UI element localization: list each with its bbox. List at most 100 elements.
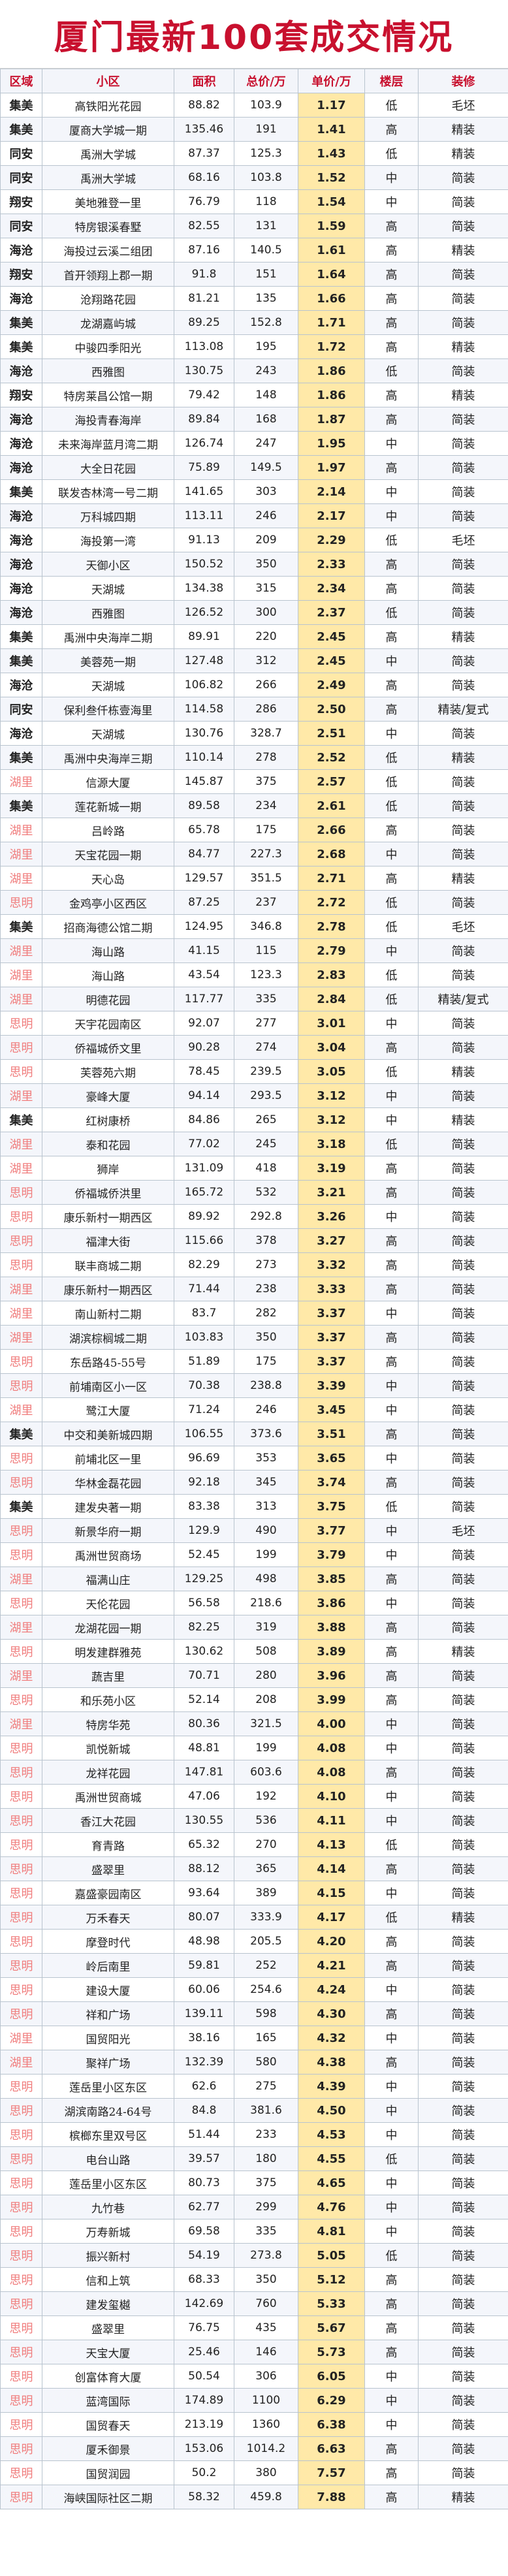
cell-community: 联丰商城二期 (42, 1252, 174, 1277)
cell-community: 建发央著一期 (42, 1494, 174, 1519)
cell-total-price: 373.6 (234, 1422, 298, 1446)
cell-area: 113.08 (174, 334, 234, 359)
cell-total-price: 191 (234, 117, 298, 142)
cell-community: 新景华府一期 (42, 1518, 174, 1543)
cell-district: 海沧 (0, 407, 42, 432)
cell-unit-price: 3.85 (298, 1566, 365, 1591)
cell-unit-price: 1.59 (298, 214, 365, 238)
cell-decoration: 简装 (418, 310, 508, 335)
cell-area: 78.45 (174, 1059, 234, 1084)
cell-decoration: 精装 (418, 745, 508, 770)
cell-total-price: 498 (234, 1566, 298, 1591)
cell-area: 70.71 (174, 1663, 234, 1688)
cell-unit-price: 2.83 (298, 962, 365, 987)
cell-floor: 低 (364, 914, 419, 939)
cell-area: 82.55 (174, 214, 234, 238)
cell-area: 48.81 (174, 1736, 234, 1760)
table-row: 海沧 天湖城 134.38 315 2.34 高简装 (0, 576, 508, 601)
table-row: 湖里 豪峰大厦 94.14 293.5 3.12 中简装 (0, 1083, 508, 1108)
cell-area: 65.78 (174, 818, 234, 842)
cell-floor: 低 (364, 358, 419, 383)
cell-floor: 中 (364, 1784, 419, 1809)
cell-community: 摩登时代 (42, 1929, 174, 1954)
cell-area: 132.39 (174, 2050, 234, 2075)
cell-decoration: 精装 (418, 383, 508, 407)
table-row: 湖里 南山新村二期 83.7 282 3.37 中简装 (0, 1301, 508, 1326)
cell-total-price: 375 (234, 769, 298, 794)
cell-floor: 高 (364, 1929, 419, 1954)
cell-decoration: 简装 (418, 1277, 508, 1301)
cell-decoration: 精装 (418, 1059, 508, 1084)
cell-district: 翔安 (0, 383, 42, 407)
table-row: 湖里 海山路 41.15 115 2.79 中简装 (0, 938, 508, 963)
cell-area: 62.77 (174, 2195, 234, 2219)
cell-floor: 高 (364, 310, 419, 335)
cell-total-price: 103.9 (234, 93, 298, 118)
cell-decoration: 简装 (418, 1808, 508, 1833)
cell-community: 国贸春天 (42, 2412, 174, 2437)
cell-community: 沧翔路花园 (42, 286, 174, 311)
cell-area: 130.62 (174, 1639, 234, 1664)
table-row: 思明 天宝大厦 25.46 146 5.73 高简装 (0, 2340, 508, 2364)
table-row: 思明 岭后南里 59.81 252 4.21 高简装 (0, 1953, 508, 1978)
cell-unit-price: 3.37 (298, 1349, 365, 1374)
table-row: 思明 新景华府一期 129.9 490 3.77 中毛坯 (0, 1518, 508, 1543)
cell-unit-price: 3.65 (298, 1446, 365, 1471)
cell-decoration: 精装 (418, 1639, 508, 1664)
cell-area: 130.55 (174, 1808, 234, 1833)
cell-unit-price: 2.52 (298, 745, 365, 770)
cell-decoration: 简装 (418, 2388, 508, 2413)
cell-decoration: 简装 (418, 1470, 508, 1495)
cell-total-price: 218.6 (234, 1591, 298, 1615)
cell-unit-price: 2.17 (298, 503, 365, 528)
table-row: 湖里 吕岭路 65.78 175 2.66 高简装 (0, 818, 508, 842)
cell-unit-price: 1.43 (298, 141, 365, 166)
table-row: 思明 湖滨南路24-64号 84.8 381.6 4.50 中简装 (0, 2098, 508, 2123)
cell-total-price: 246 (234, 503, 298, 528)
cell-community: 禹洲大学城 (42, 141, 174, 166)
header-floor: 楼层 (364, 69, 419, 93)
cell-floor: 低 (364, 2146, 419, 2171)
cell-community: 厦商大学城一期 (42, 117, 174, 142)
cell-total-price: 293.5 (234, 1083, 298, 1108)
cell-total-price: 306 (234, 2364, 298, 2389)
cell-total-price: 378 (234, 1228, 298, 1253)
cell-floor: 高 (364, 334, 419, 359)
table-row: 思明 电台山路 39.57 180 4.55 低简装 (0, 2146, 508, 2171)
cell-community: 美蓉苑一期 (42, 648, 174, 673)
cell-district: 思明 (0, 2171, 42, 2195)
cell-district: 思明 (0, 1977, 42, 2002)
cell-area: 94.14 (174, 1083, 234, 1108)
cell-district: 湖里 (0, 938, 42, 963)
table-row: 海沧 天湖城 106.82 266 2.49 高简装 (0, 673, 508, 697)
cell-community: 国贸阳光 (42, 2026, 174, 2050)
cell-decoration: 精装/复式 (418, 697, 508, 722)
cell-decoration: 精装 (418, 866, 508, 891)
cell-decoration: 简装 (418, 842, 508, 867)
table-row: 思明 前埔南区小一区 70.38 238.8 3.39 中简装 (0, 1373, 508, 1398)
cell-decoration: 毛坯 (418, 528, 508, 552)
cell-floor: 高 (364, 697, 419, 722)
cell-unit-price: 3.12 (298, 1083, 365, 1108)
cell-district: 思明 (0, 1736, 42, 1760)
cell-area: 131.09 (174, 1156, 234, 1181)
cell-floor: 高 (364, 866, 419, 891)
table-row: 思明 九竹巷 62.77 299 4.76 中简装 (0, 2195, 508, 2219)
table-row: 海沧 未来海岸蓝月湾二期 126.74 247 1.95 中简装 (0, 431, 508, 456)
cell-floor: 高 (364, 1687, 419, 1712)
cell-floor: 低 (364, 890, 419, 915)
table-row: 海沧 沧翔路花园 81.21 135 1.66 高简装 (0, 286, 508, 311)
cell-area: 87.25 (174, 890, 234, 915)
cell-unit-price: 1.54 (298, 189, 365, 214)
cell-decoration: 简装 (418, 793, 508, 818)
cell-floor: 中 (364, 721, 419, 746)
cell-unit-price: 6.05 (298, 2364, 365, 2389)
cell-unit-price: 2.72 (298, 890, 365, 915)
cell-district: 思明 (0, 2074, 42, 2099)
cell-area: 126.52 (174, 600, 234, 625)
cell-district: 思明 (0, 2243, 42, 2268)
table-row: 湖里 天心岛 129.57 351.5 2.71 高精装 (0, 866, 508, 891)
cell-area: 115.66 (174, 1228, 234, 1253)
cell-district: 湖里 (0, 962, 42, 987)
cell-decoration: 简装 (418, 1011, 508, 1036)
